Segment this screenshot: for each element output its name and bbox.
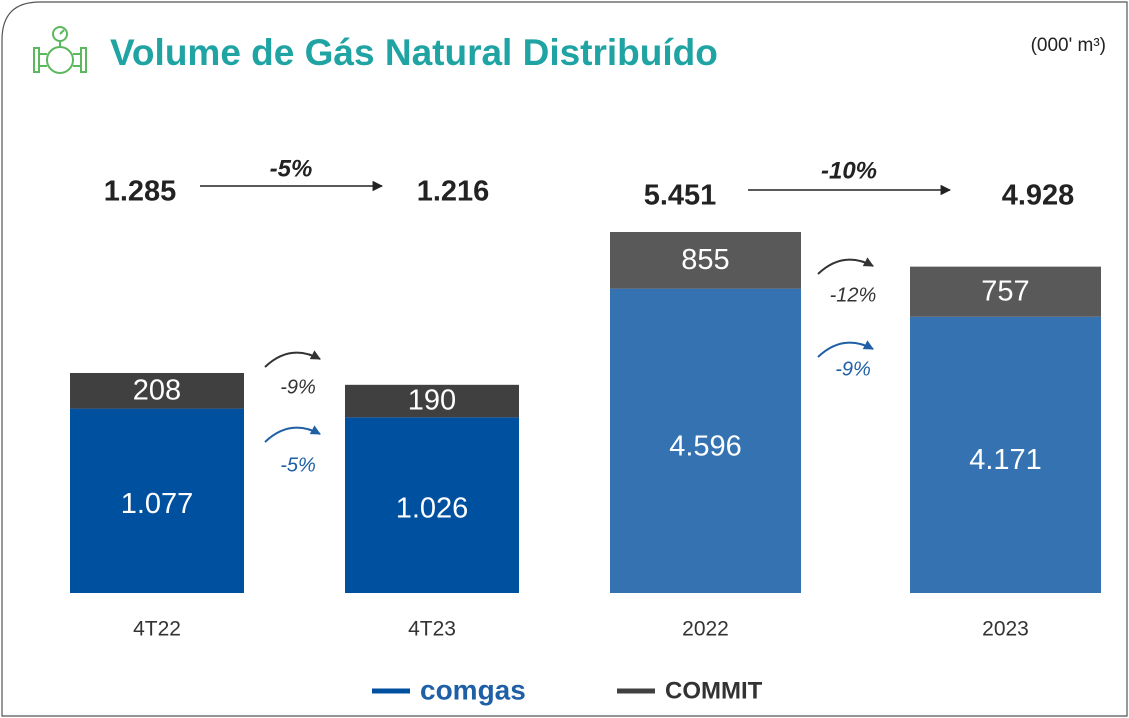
bar-segment — [70, 408, 244, 593]
category-label: 4T22 — [133, 618, 181, 641]
total-label: 5.451 — [644, 180, 717, 212]
title: Volume de Gás Natural Distribuído — [110, 32, 718, 73]
category-label: 4T23 — [408, 618, 456, 641]
bar-segment — [610, 232, 801, 289]
value-label: 1.077 — [121, 488, 194, 520]
unit: (000' m³) — [1031, 35, 1106, 56]
total-label: 4.928 — [1002, 180, 1075, 212]
bar-segment — [910, 266, 1101, 317]
value-label: 1.026 — [396, 492, 469, 524]
total-label: 1.216 — [417, 176, 490, 208]
series-change-arrow — [817, 340, 874, 358]
value-label: 4.596 — [669, 431, 742, 463]
value-label: 208 — [133, 374, 181, 406]
change-label: -10% — [821, 157, 877, 184]
icon — [33, 26, 87, 74]
value-label: 855 — [681, 244, 729, 276]
series-change-label: -12% — [830, 284, 877, 306]
legend-label: COMMIT — [665, 677, 763, 704]
value-label: 190 — [408, 385, 456, 417]
series-change-label: -9% — [280, 376, 316, 398]
bar-segment — [70, 373, 244, 409]
legend-label: comgas — [420, 674, 526, 705]
bar-segment — [610, 288, 801, 593]
total-label: 1.285 — [104, 176, 177, 208]
category-label: 2022 — [682, 618, 729, 641]
value-label: 757 — [981, 275, 1029, 307]
series-change-label: -9% — [835, 358, 871, 380]
bar-segment — [345, 417, 519, 593]
bar-segment — [345, 384, 519, 418]
change-label: -5% — [270, 155, 313, 182]
value-label: 4.171 — [969, 444, 1042, 476]
series-change-arrow — [817, 257, 874, 275]
category-label: 2023 — [982, 618, 1029, 641]
series-change-label: -5% — [280, 454, 316, 476]
bar-segment — [910, 316, 1101, 593]
series-change-arrow — [264, 425, 321, 443]
series-change-arrow — [264, 350, 321, 368]
